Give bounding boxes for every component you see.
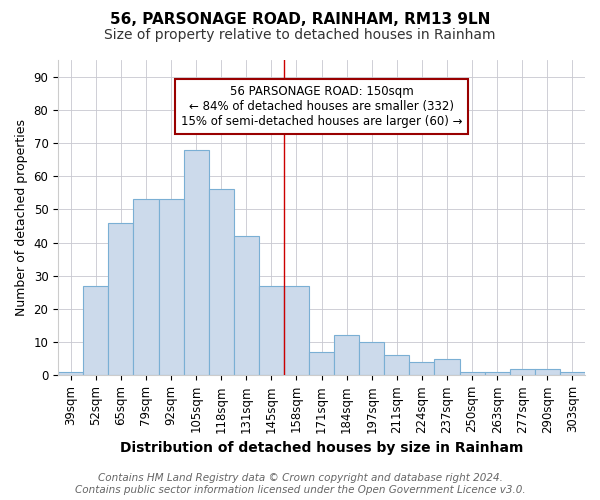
Bar [460, 372, 485, 376]
Bar [434, 358, 460, 376]
X-axis label: Distribution of detached houses by size in Rainham: Distribution of detached houses by size … [120, 441, 523, 455]
Bar [535, 368, 560, 376]
Bar [384, 356, 409, 376]
Text: 56 PARSONAGE ROAD: 150sqm
← 84% of detached houses are smaller (332)
15% of semi: 56 PARSONAGE ROAD: 150sqm ← 84% of detac… [181, 85, 463, 128]
Bar [309, 352, 334, 376]
Bar [209, 190, 234, 376]
Bar [58, 372, 83, 376]
Text: 56, PARSONAGE ROAD, RAINHAM, RM13 9LN: 56, PARSONAGE ROAD, RAINHAM, RM13 9LN [110, 12, 490, 28]
Bar [83, 286, 109, 376]
Bar [510, 368, 535, 376]
Bar [485, 372, 510, 376]
Bar [133, 200, 158, 376]
Bar [284, 286, 309, 376]
Bar [359, 342, 384, 376]
Text: Size of property relative to detached houses in Rainham: Size of property relative to detached ho… [104, 28, 496, 42]
Bar [158, 200, 184, 376]
Bar [234, 236, 259, 376]
Y-axis label: Number of detached properties: Number of detached properties [15, 119, 28, 316]
Bar [259, 286, 284, 376]
Bar [184, 150, 209, 376]
Text: Contains HM Land Registry data © Crown copyright and database right 2024.
Contai: Contains HM Land Registry data © Crown c… [74, 474, 526, 495]
Bar [334, 336, 359, 376]
Bar [109, 222, 133, 376]
Bar [560, 372, 585, 376]
Bar [409, 362, 434, 376]
